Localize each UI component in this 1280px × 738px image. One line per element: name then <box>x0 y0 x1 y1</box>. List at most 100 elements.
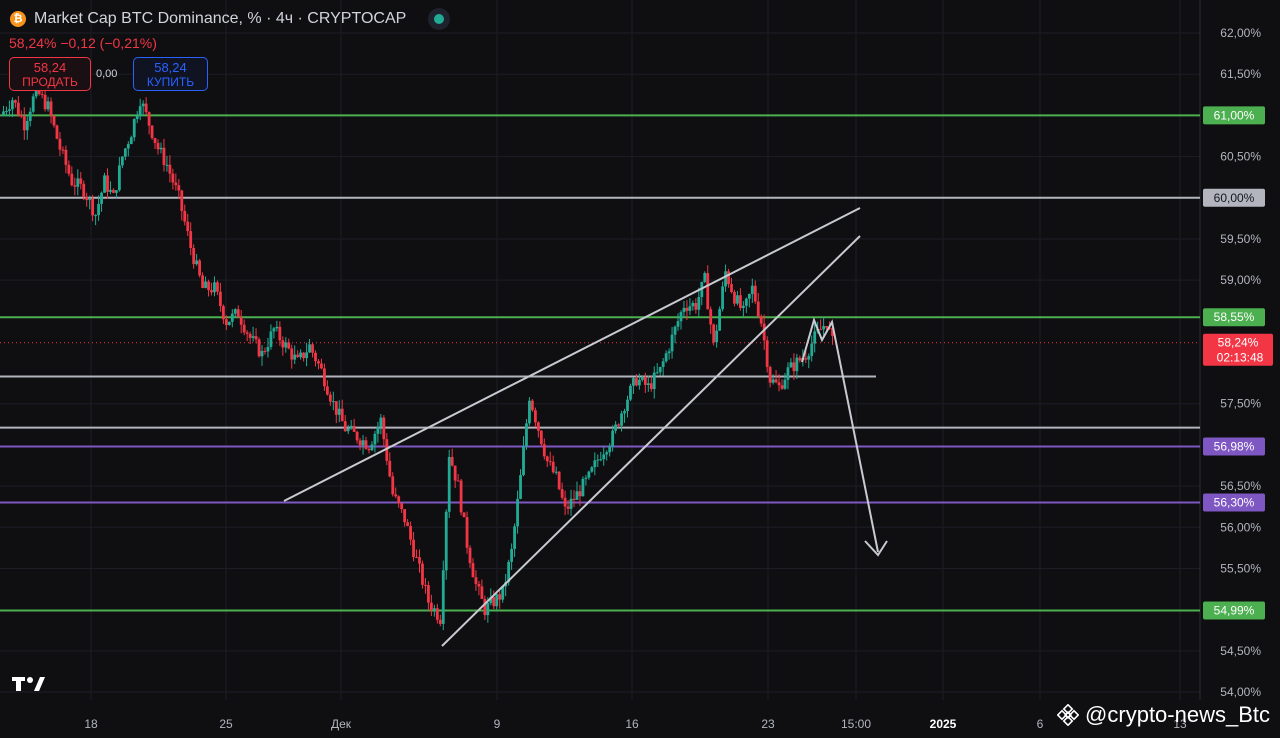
candle-body <box>739 295 742 308</box>
candle-body <box>67 164 71 174</box>
x-tick-label: 16 <box>625 717 639 731</box>
candle-body <box>162 147 166 165</box>
forecast-path[interactable] <box>801 316 879 553</box>
y-tick-label: 56,00% <box>1220 520 1261 534</box>
last-price-tag <box>1203 333 1273 366</box>
market-status-icon[interactable] <box>428 8 451 30</box>
candle-body <box>201 275 204 288</box>
candle-body <box>780 385 784 389</box>
candle-body <box>682 307 686 313</box>
level-label-bg <box>1203 437 1265 456</box>
candle-body <box>174 182 178 186</box>
candle-body <box>679 312 683 322</box>
level-label: 54,99% <box>1214 603 1255 617</box>
x-tick-label: 23 <box>761 717 775 731</box>
trend-line-upper[interactable] <box>283 207 861 502</box>
candle-body <box>230 313 234 322</box>
symbol-title[interactable]: Market Cap BTC Dominance, % · 4ч · CRYPT… <box>34 10 407 27</box>
candle-body <box>572 498 576 500</box>
candle-body <box>213 282 216 293</box>
candle-body <box>771 379 775 383</box>
candle-body <box>159 147 163 150</box>
candle-body <box>813 331 817 344</box>
candle-body <box>305 352 308 359</box>
candle-body <box>40 94 44 96</box>
candle-body <box>293 354 297 360</box>
candle-body <box>79 178 83 184</box>
y-tick-label: 60,50% <box>1220 150 1261 164</box>
candle-body <box>25 120 29 131</box>
candle-body <box>489 597 493 604</box>
candle-body <box>109 189 112 192</box>
y-tick-label: 54,50% <box>1220 644 1261 658</box>
candle-body <box>427 585 430 603</box>
candle-body <box>391 476 395 495</box>
x-tick-label: Дек <box>331 717 352 731</box>
candle-body <box>688 306 692 311</box>
candle-body <box>195 260 199 265</box>
candle-body <box>539 430 543 445</box>
buy-button[interactable]: 58,24 КУПИТЬ <box>133 57 208 91</box>
candle-body <box>468 547 472 564</box>
candle-body <box>16 102 20 116</box>
candle-body <box>557 471 561 490</box>
candle-body <box>661 361 665 367</box>
candle-body <box>418 557 421 564</box>
candle-body <box>456 480 460 482</box>
candle-body <box>224 319 228 326</box>
price-change: 58,24% −0,12 (−0,21%) <box>9 35 157 51</box>
candle-body <box>400 503 404 510</box>
candle-body <box>323 368 326 387</box>
candle-body <box>807 355 811 360</box>
candle-body <box>325 386 329 395</box>
candle-body <box>495 594 499 607</box>
candle-body <box>361 440 365 446</box>
sell-button[interactable]: 58,24 ПРОДАТЬ <box>9 57 91 91</box>
candle-body <box>501 586 505 600</box>
candle-body <box>52 115 56 126</box>
candle-body <box>640 376 644 380</box>
candle-body <box>465 517 469 548</box>
candle-body <box>236 309 240 318</box>
candle-body <box>480 586 484 599</box>
candle-body <box>750 285 754 295</box>
candle-body <box>614 424 618 431</box>
candle-body <box>91 198 95 216</box>
candle-body <box>210 290 213 293</box>
candle-body <box>257 339 261 357</box>
candle-body <box>64 149 68 165</box>
candle-body <box>49 101 53 116</box>
candle-body <box>320 363 323 369</box>
candle-body <box>376 426 380 434</box>
level-label: 56,30% <box>1214 496 1255 510</box>
candle-body <box>667 351 671 354</box>
candle-body <box>590 467 594 472</box>
x-tick-label: 13 <box>1173 717 1187 731</box>
candle-body <box>721 286 724 310</box>
candle-body <box>569 498 573 509</box>
candle-body <box>759 316 763 324</box>
candle-body <box>453 465 457 481</box>
candle-body <box>19 115 23 117</box>
candle-body <box>314 352 317 362</box>
candle-body <box>424 584 427 586</box>
candle-body <box>254 336 258 340</box>
candle-body <box>578 491 582 497</box>
candle-body <box>492 597 496 607</box>
candle-body <box>61 149 65 151</box>
candle-body <box>28 111 32 121</box>
tradingview-logo-icon[interactable] <box>12 674 46 694</box>
candle-body <box>575 491 579 500</box>
candle-body <box>97 203 100 216</box>
x-tick-label: 9 <box>494 717 501 731</box>
candle-body <box>620 413 623 426</box>
candle-body <box>349 425 353 429</box>
candle-body <box>13 100 17 103</box>
candle-body <box>165 164 169 166</box>
candle-body <box>617 424 620 426</box>
trend-line-lower[interactable] <box>441 235 861 647</box>
candle-body <box>783 379 787 389</box>
buy-label: КУПИТЬ <box>146 75 195 89</box>
candle-body <box>337 408 341 415</box>
